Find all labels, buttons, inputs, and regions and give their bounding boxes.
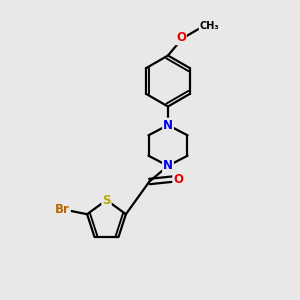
Text: N: N [163,159,173,172]
Text: Br: Br [55,203,70,217]
Text: N: N [163,118,173,132]
Text: O: O [173,172,183,186]
Text: CH₃: CH₃ [200,21,219,32]
Text: O: O [176,31,186,44]
Text: S: S [102,194,111,207]
